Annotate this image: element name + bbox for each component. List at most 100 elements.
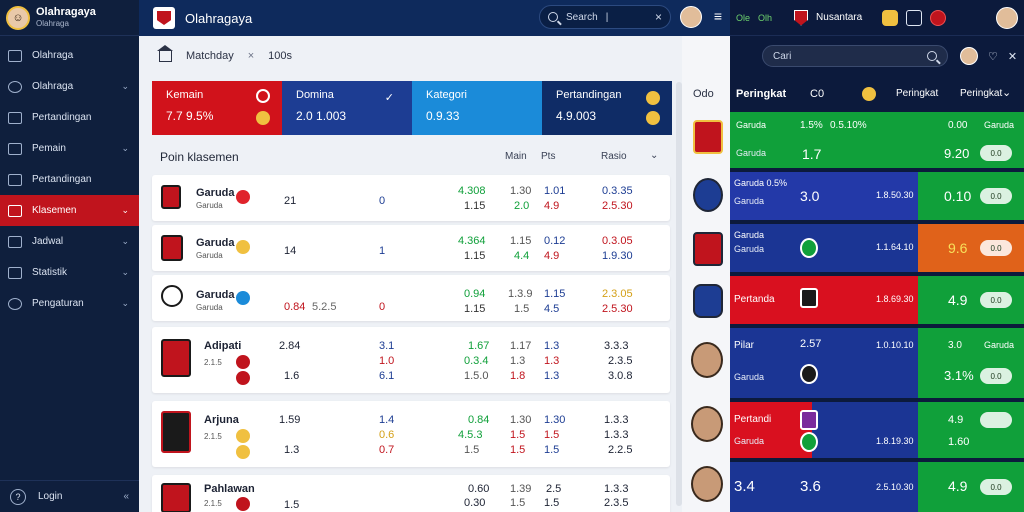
sidebar-item-5[interactable]: Klasemen ⌄ [0,195,139,226]
ball-icon [256,89,270,103]
sidebar-item-4[interactable]: Pertandingan [0,164,139,195]
player-avatar[interactable] [691,342,723,378]
ranking-row[interactable]: Pertandi Garuda 1.8.19.30 4.9 1.60 [730,402,1024,458]
ranking-row-sub: Garuda [734,244,765,254]
column-header-main[interactable]: Main [505,151,527,162]
team-badge[interactable] [693,232,723,266]
team-badge[interactable] [693,178,723,212]
summary-card-0[interactable]: Kemain 7.7 9.5% [152,81,282,135]
ranking-row-button[interactable]: 0.0 [980,479,1012,495]
ranking-row-mid: 1.8.69.30 [876,294,914,304]
ranking-row[interactable]: 3.4 3.6 2.5.10.30 4.9 0.0 [730,462,1024,512]
sidebar: ☺ Olahragaya Olahraga Olahraga Olahraga ⌄… [0,0,139,512]
chevron-down-icon: ⌄ [121,205,129,215]
vertical-scrollbar[interactable] [676,82,682,506]
trophy-icon[interactable] [882,9,899,26]
table-row[interactable]: Adipati 2.1.5 2.84 1.6 3.1 1.0 6.1 1.67 … [152,327,670,393]
table-row[interactable]: Garuda Garuda 21 0 4.308 1.15 1.30 2.0 1… [152,175,670,221]
sidebar-item-2[interactable]: Pertandingan [0,102,139,133]
tab-ole[interactable]: Ole [736,12,751,23]
ranking-row[interactable]: Pilar Garuda 2.57 1.0.10.10 3.0 Garuda 3… [730,328,1024,398]
row-value: 1.3 [544,370,560,382]
user-avatar[interactable] [996,6,1018,29]
row-value: 1.3 [544,355,560,367]
card-value: 7.7 9.5% [166,109,214,123]
sidebar-item-0[interactable]: Olahraga [0,40,139,71]
row-value: 1.5 [464,444,480,456]
close-icon[interactable]: × [654,10,662,24]
document-icon[interactable] [906,9,923,26]
card-label: Kategori [426,89,467,101]
sidebar-brand[interactable]: ☺ Olahragaya Olahraga [0,0,139,36]
sidebar-item-7[interactable]: Statistik ⌄ [0,257,139,288]
team-sub: 2.1.5 [204,358,222,367]
profile-avatar[interactable] [960,47,978,65]
ranking-row[interactable]: Pertanda 1.8.69.30 4.9 0.0 [730,276,1024,324]
team-name: Adipati [204,340,242,352]
row-value: 0.3.4 [464,355,489,367]
summary-card-1[interactable]: Domina 2.0 1.003 ✓ [282,81,412,135]
team-badge[interactable] [693,284,723,318]
ranking-row[interactable]: Garuda 1.5% 0.5.10% Garuda 1.7 0.00 Garu… [730,112,1024,168]
home-icon[interactable] [157,44,173,62]
row-value: 4.5 [544,303,560,315]
sidebar-item-label: Olahraga [32,81,74,92]
user-avatar[interactable] [680,6,702,28]
team-sub: Garuda [196,201,223,210]
search-icon [548,12,558,22]
ranking-row-big: 2.57 [800,338,822,350]
sidebar-item-8[interactable]: Pengaturan ⌄ [0,288,139,319]
add-icon[interactable] [862,87,876,101]
row-value: 4.9 [544,250,560,262]
column-header-pts[interactable]: Pts [541,151,556,162]
player-icon [8,142,22,155]
table-row[interactable]: Arjuna 2.1.5 1.59 1.3 1.4 0.6 0.7 0.84 4… [152,401,670,467]
row-value: 1.15 [464,303,486,315]
ranking-row-button[interactable]: 0.0 [980,292,1012,308]
team-name: Arjuna [204,414,239,426]
table-row[interactable]: Pahlawan 2.1.5 1.5 0.60 0.30 1.39 1.5 2.… [152,475,670,512]
row-value: 0.60 [468,483,490,495]
ranking-row-button[interactable]: 0.0 [980,145,1012,161]
player-avatar[interactable] [691,466,723,502]
team-badge[interactable] [693,120,723,154]
ranking-row-button[interactable] [980,412,1012,428]
summary-card-2[interactable]: Kategori 0.9.33 [412,81,542,135]
ranking-row[interactable]: Garuda 0.5% Garuda 3.0 1.8.50.30 0.10 0.… [730,172,1024,220]
ranking-row-button[interactable]: 0.0 [980,368,1012,384]
ranking-row-button[interactable]: 0.0 [980,188,1012,204]
sidebar-item-6[interactable]: Jadwal ⌄ [0,226,139,257]
breadcrumb-label[interactable]: Matchday [186,50,234,62]
collapse-icon[interactable]: « [123,491,129,502]
row-value: 0 [379,301,386,313]
card-label: Pertandingan [556,89,622,101]
row-value: 1.3 [284,444,300,456]
search-input[interactable]: Search | × [539,5,671,29]
tab-olh[interactable]: Olh [758,12,773,23]
table-header: Poin klasemen Main Pts Rasio ⌄ [160,148,670,168]
table-row[interactable]: Garuda Garuda 0.84 5.2.5 0 0.94 1.15 1.3… [152,275,670,321]
column-header-rasio[interactable]: Rasio [601,151,627,162]
close-icon[interactable]: ✕ [1007,50,1018,63]
row-value: 1.15 [510,235,532,247]
chevron-down-icon[interactable]: ⌄ [650,150,659,161]
heart-icon[interactable]: ♡ [988,50,998,63]
team-crest [800,288,818,308]
table-row[interactable]: Garuda Garuda 14 1 4.364 1.15 1.15 4.4 0… [152,225,670,271]
ranking-row-button[interactable]: 0.0 [980,240,1012,256]
summary-card-3[interactable]: Pertandingan 4.9.003 [542,81,672,135]
sidebar-footer[interactable]: ? Login « [0,480,139,512]
club-icon [236,371,250,385]
sidebar-item-1[interactable]: Olahraga ⌄ [0,71,139,102]
menu-icon[interactable]: ≡ [713,8,722,24]
ranking-row[interactable]: Garuda Garuda 1.1.64.10 9.6 0.0 [730,224,1024,272]
right-search-input[interactable]: Cari [762,45,948,67]
notification-icon[interactable] [930,9,947,26]
strip-label: Odo [693,88,714,100]
chevron-down-icon[interactable]: ⌄ [1002,87,1012,99]
table-icon [8,173,22,186]
breadcrumb-close-icon[interactable]: × [247,50,255,62]
ranking-row-r1: 3.0 [948,340,962,351]
sidebar-item-3[interactable]: Pemain ⌄ [0,133,139,164]
player-avatar[interactable] [691,406,723,442]
